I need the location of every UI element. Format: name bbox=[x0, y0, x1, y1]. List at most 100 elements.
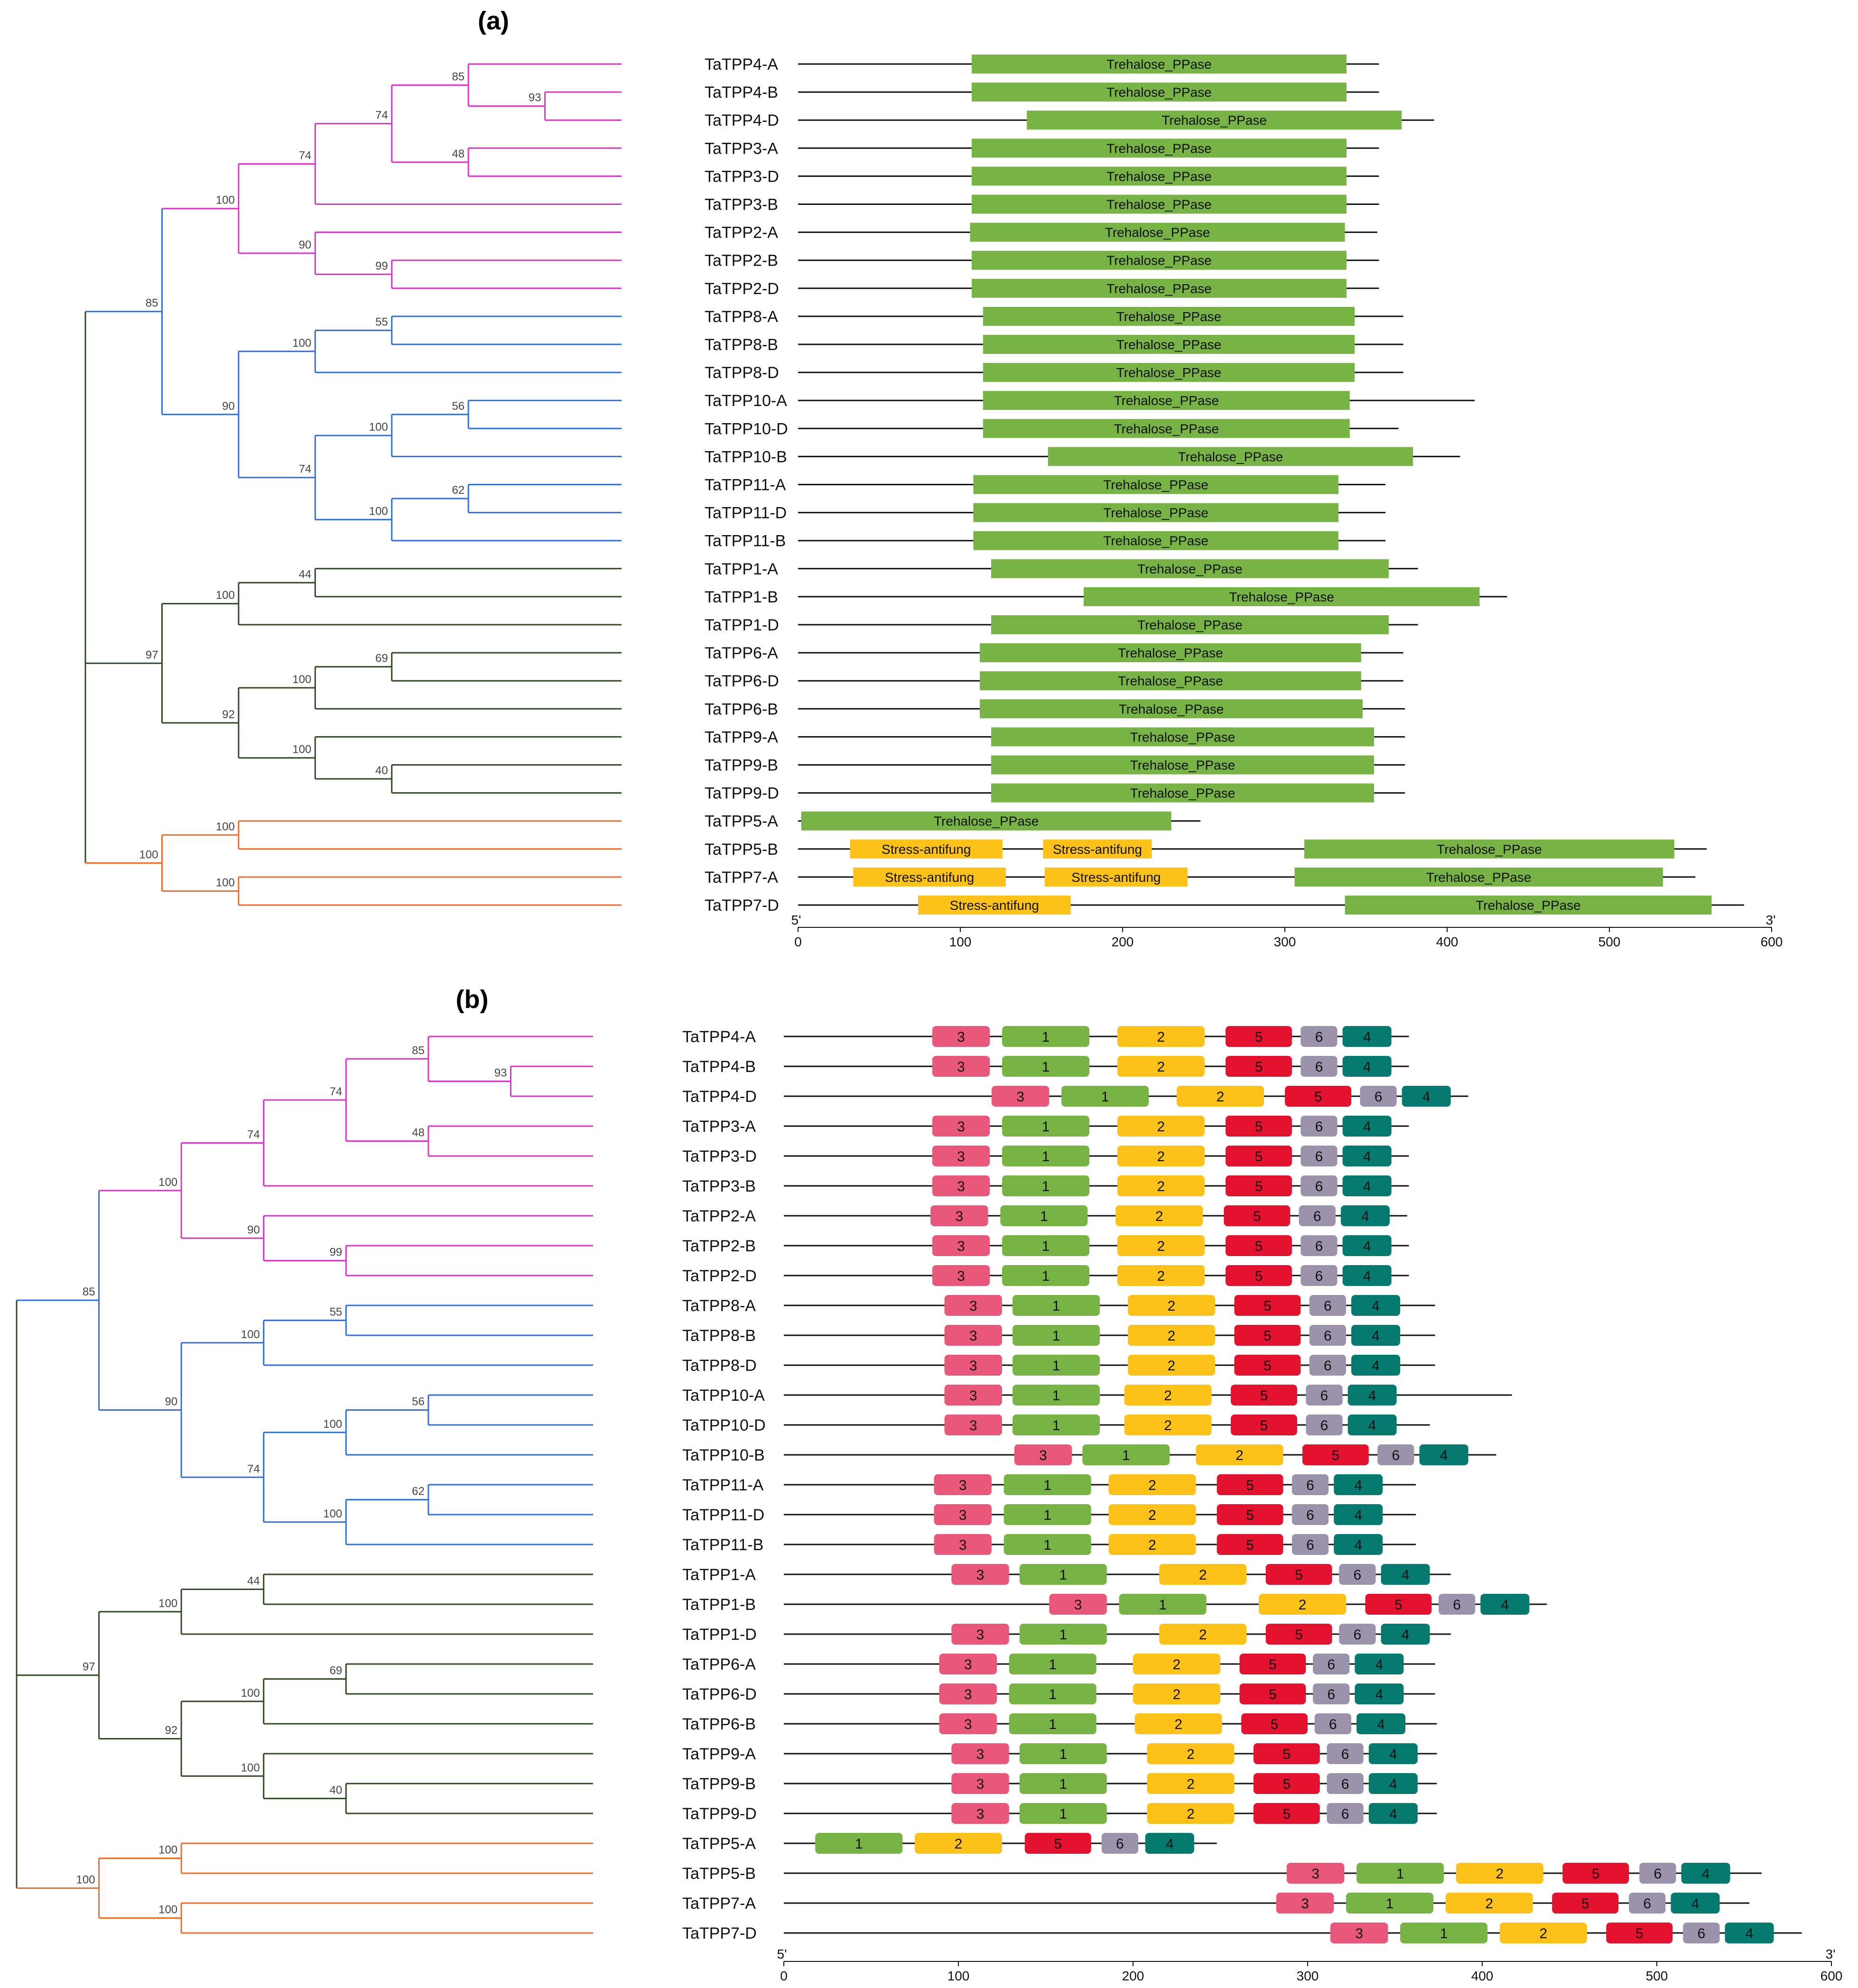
domain-label: Trehalose_PPase bbox=[1116, 337, 1222, 352]
gene-label: TaTPP1-A bbox=[682, 1566, 756, 1584]
gene-label: TaTPP8-B bbox=[682, 1327, 756, 1345]
motif-6 bbox=[1301, 1146, 1338, 1166]
motif-2 bbox=[1147, 1803, 1235, 1824]
motif-number: 5 bbox=[1314, 1089, 1322, 1105]
trehalose-ppase-domain bbox=[991, 783, 1375, 803]
motif-1 bbox=[1019, 1743, 1107, 1764]
gene-label: TaTPP5-A bbox=[705, 813, 778, 831]
motif-1 bbox=[1346, 1893, 1433, 1914]
motif-number: 2 bbox=[1148, 1478, 1156, 1493]
motif-number: 4 bbox=[1372, 1298, 1380, 1314]
motif-4 bbox=[1351, 1355, 1401, 1376]
bootstrap-value: 85 bbox=[146, 297, 158, 310]
motif-number: 6 bbox=[1327, 1657, 1335, 1673]
domain-label: Trehalose_PPase bbox=[1137, 562, 1243, 576]
trehalose-ppase-domain bbox=[983, 363, 1355, 382]
bootstrap-value: 100 bbox=[139, 848, 158, 861]
motif-number: 3 bbox=[957, 1059, 965, 1075]
motif-number: 5 bbox=[1255, 1268, 1263, 1284]
axis-tick-label: 500 bbox=[1598, 934, 1621, 949]
motif-number: 3 bbox=[964, 1717, 972, 1732]
motif-number: 1 bbox=[1059, 1627, 1067, 1643]
domain-label: Trehalose_PPase bbox=[934, 814, 1039, 829]
motif-number: 6 bbox=[1341, 1806, 1349, 1822]
motif-6 bbox=[1306, 1385, 1343, 1405]
domain-label: Trehalose_PPase bbox=[1137, 618, 1243, 632]
motif-number: 4 bbox=[1702, 1866, 1710, 1882]
motif-number: 1 bbox=[1052, 1358, 1060, 1374]
motif-number: 5 bbox=[1255, 1119, 1263, 1135]
motif-number: 3 bbox=[957, 1119, 965, 1135]
motif-number: 4 bbox=[1363, 1119, 1371, 1135]
panel-b: (b) 938548747499901005510056100621007490… bbox=[16, 985, 1843, 1983]
gene-label: TaTPP9-D bbox=[682, 1805, 757, 1823]
bootstrap-value: 90 bbox=[222, 400, 235, 413]
domain-label: Trehalose_PPase bbox=[1116, 309, 1222, 324]
motif-4 bbox=[1356, 1713, 1406, 1734]
motif-number: 3 bbox=[976, 1627, 985, 1643]
motif-4 bbox=[1671, 1893, 1720, 1914]
trehalose-ppase-domain bbox=[801, 811, 1171, 831]
bootstrap-value: 100 bbox=[241, 1761, 260, 1774]
gene-label: TaTPP10-A bbox=[682, 1387, 765, 1405]
motif-number: 1 bbox=[1101, 1089, 1109, 1105]
gene-label: TaTPP3-D bbox=[705, 167, 779, 185]
bootstrap-value: 90 bbox=[247, 1223, 260, 1236]
motif-number: 1 bbox=[1386, 1896, 1394, 1912]
motif-5 bbox=[1226, 1116, 1292, 1137]
motif-2 bbox=[1124, 1415, 1212, 1435]
motif-2 bbox=[1127, 1355, 1215, 1376]
motif-3 bbox=[932, 1116, 990, 1137]
motif-3 bbox=[951, 1564, 1009, 1585]
bootstrap-value: 100 bbox=[241, 1687, 260, 1700]
motif-number: 3 bbox=[957, 1239, 965, 1254]
motif-number: 6 bbox=[1324, 1298, 1332, 1314]
motif-number: 2 bbox=[1173, 1657, 1181, 1673]
motif-number: 3 bbox=[959, 1507, 967, 1523]
motif-number: 1 bbox=[1440, 1926, 1448, 1942]
motif-6 bbox=[1327, 1743, 1364, 1764]
motif-number: 5 bbox=[1260, 1418, 1268, 1433]
motif-2 bbox=[915, 1833, 1002, 1854]
motif-6 bbox=[1301, 1116, 1338, 1137]
gene-label: TaTPP9-A bbox=[705, 728, 778, 746]
axis-tick-label: 600 bbox=[1821, 1969, 1843, 1983]
motif-2 bbox=[1133, 1654, 1220, 1674]
bootstrap-value: 100 bbox=[216, 876, 235, 889]
gene-label: TaTPP7-D bbox=[705, 897, 779, 915]
motif-3 bbox=[932, 1265, 990, 1286]
motif-number: 2 bbox=[1217, 1089, 1225, 1105]
motif-number: 5 bbox=[1260, 1388, 1268, 1404]
axis-tick-label: 300 bbox=[1297, 1969, 1319, 1983]
gene-label: TaTPP3-A bbox=[705, 139, 778, 157]
motif-number: 6 bbox=[1643, 1896, 1651, 1912]
motif-5 bbox=[1241, 1713, 1308, 1734]
domain-label: Trehalose_PPase bbox=[1114, 421, 1219, 436]
bootstrap-value: 100 bbox=[158, 1844, 177, 1857]
motif-1 bbox=[1000, 1205, 1088, 1226]
gene-label: TaTPP8-D bbox=[682, 1357, 757, 1375]
gene-label: TaTPP4-D bbox=[682, 1088, 757, 1106]
motif-number: 2 bbox=[1187, 1747, 1195, 1762]
motif-number: 5 bbox=[1263, 1328, 1272, 1344]
bootstrap-value: 48 bbox=[412, 1127, 425, 1139]
motif-3 bbox=[939, 1683, 997, 1704]
gene-label: TaTPP1-B bbox=[705, 588, 778, 606]
motif-4 bbox=[1347, 1415, 1397, 1435]
axis-tick-label: 100 bbox=[949, 934, 972, 949]
motif-5 bbox=[1226, 1056, 1292, 1077]
trehalose-ppase-domain bbox=[991, 727, 1375, 747]
axis-tick-label: 100 bbox=[948, 1969, 970, 1983]
gene-label: TaTPP5-B bbox=[705, 841, 778, 859]
motif-number: 2 bbox=[1168, 1328, 1176, 1344]
motif-number: 4 bbox=[1363, 1268, 1371, 1284]
motif-2 bbox=[1445, 1893, 1533, 1914]
motif-4 bbox=[1342, 1056, 1392, 1077]
motif-1 bbox=[1356, 1863, 1444, 1884]
motif-number: 6 bbox=[1320, 1388, 1328, 1404]
motif-number: 6 bbox=[1392, 1448, 1400, 1463]
motif-1 bbox=[1003, 1534, 1091, 1555]
motif-1 bbox=[1119, 1594, 1207, 1615]
gene-label: TaTPP1-D bbox=[705, 616, 779, 634]
